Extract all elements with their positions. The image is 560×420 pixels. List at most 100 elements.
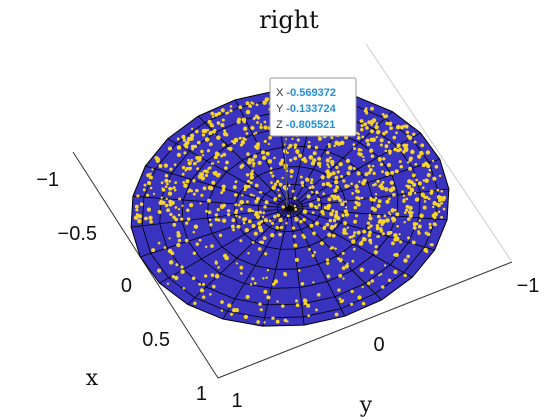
scatter-point <box>399 240 403 244</box>
scatter-point <box>294 208 298 211</box>
scatter-point <box>384 149 388 153</box>
scatter-point <box>383 214 387 218</box>
scatter-point <box>338 297 342 301</box>
scatter-point <box>329 156 332 160</box>
scatter-point <box>168 179 171 183</box>
scatter-point <box>311 185 315 189</box>
scatter-point <box>240 163 245 168</box>
scatter-point <box>263 321 266 324</box>
scatter-point <box>204 245 208 249</box>
scatter-point <box>238 136 242 140</box>
scatter-point <box>433 211 438 217</box>
datatip[interactable]: X -0.569372 Y -0.133724 Z -0.805521 <box>269 77 357 208</box>
scatter-point <box>342 230 347 235</box>
scatter-point <box>341 251 345 255</box>
scatter-point <box>350 302 354 306</box>
scatter-point <box>314 221 320 226</box>
scatter-point <box>408 166 413 171</box>
scatter-point <box>276 213 280 217</box>
scatter-point <box>251 102 255 105</box>
scatter-point <box>353 166 356 170</box>
scatter-point <box>390 208 395 213</box>
scatter-point <box>383 114 388 119</box>
scatter-point <box>353 219 358 224</box>
scatter-point <box>353 231 357 235</box>
scatter-point <box>380 185 385 191</box>
scatter-point <box>259 308 263 312</box>
scatter-point <box>270 181 273 184</box>
scatter-point <box>405 184 408 188</box>
scatter-point <box>370 154 375 158</box>
scatter-point <box>251 169 254 173</box>
scatter-point <box>163 163 169 168</box>
scatter-point <box>263 120 267 124</box>
scatter-point <box>329 159 335 165</box>
scatter-point <box>369 148 374 153</box>
scatter-point <box>198 238 202 242</box>
scatter-point <box>341 266 346 270</box>
scatter-point <box>260 150 266 155</box>
scatter-point <box>270 233 275 238</box>
scatter-point <box>278 161 284 166</box>
scatter-point <box>359 119 364 123</box>
scatter-point <box>256 142 261 147</box>
scatter-point <box>192 230 196 234</box>
scatter-point <box>187 161 192 166</box>
scatter-point <box>387 197 391 201</box>
scatter-point <box>367 233 372 238</box>
scatter-point <box>198 282 202 286</box>
scatter-point <box>346 171 351 176</box>
scatter-point <box>424 231 428 235</box>
scatter-point <box>190 189 194 193</box>
scatter-point <box>309 223 314 228</box>
scatter-point <box>265 219 268 223</box>
scatter-point <box>355 189 359 193</box>
scatter-point <box>422 186 425 189</box>
scatter-point <box>266 295 271 300</box>
scatter-point <box>206 149 211 153</box>
scatter-point <box>245 101 250 106</box>
scatter-point <box>332 218 337 223</box>
scatter-point <box>249 175 255 180</box>
scatter-point <box>264 97 270 102</box>
scatter-point <box>253 154 258 159</box>
scatter-point <box>239 239 243 243</box>
scatter-point <box>160 181 164 185</box>
scatter-point <box>374 125 379 130</box>
scatter-point <box>193 301 197 306</box>
scatter-point <box>258 210 263 215</box>
scatter-point <box>393 269 398 275</box>
scatter-point <box>392 135 397 140</box>
scatter-point <box>262 236 267 240</box>
scatter-point <box>257 247 262 251</box>
scatter-point <box>355 214 358 218</box>
scatter-point <box>178 197 182 201</box>
scatter-point <box>249 283 253 286</box>
scatter-point <box>196 140 201 145</box>
scatter-point <box>241 140 245 144</box>
scatter-point <box>196 160 199 163</box>
scatter-point <box>409 187 415 193</box>
scatter-point <box>303 159 308 163</box>
scatter-point <box>226 111 230 114</box>
scatter-point <box>297 269 301 272</box>
scatter-point <box>356 230 361 235</box>
scatter-point <box>245 132 249 135</box>
scatter-point <box>291 226 296 230</box>
scatter-point <box>262 277 265 280</box>
scatter-point <box>186 208 190 213</box>
scatter-point <box>362 158 365 162</box>
scatter-point <box>344 184 349 189</box>
mesh-spoke <box>289 207 382 301</box>
scatter-point <box>405 208 409 212</box>
scatter-point <box>273 182 278 187</box>
chart-title: right <box>259 6 319 34</box>
scatter-point <box>339 299 344 304</box>
scatter-point <box>174 181 178 184</box>
scatter-point <box>403 273 407 278</box>
scatter-point <box>217 160 220 164</box>
scatter-point <box>211 115 215 118</box>
scatter-point <box>225 133 229 137</box>
scatter-point <box>216 207 220 212</box>
scatter-point <box>385 218 390 223</box>
